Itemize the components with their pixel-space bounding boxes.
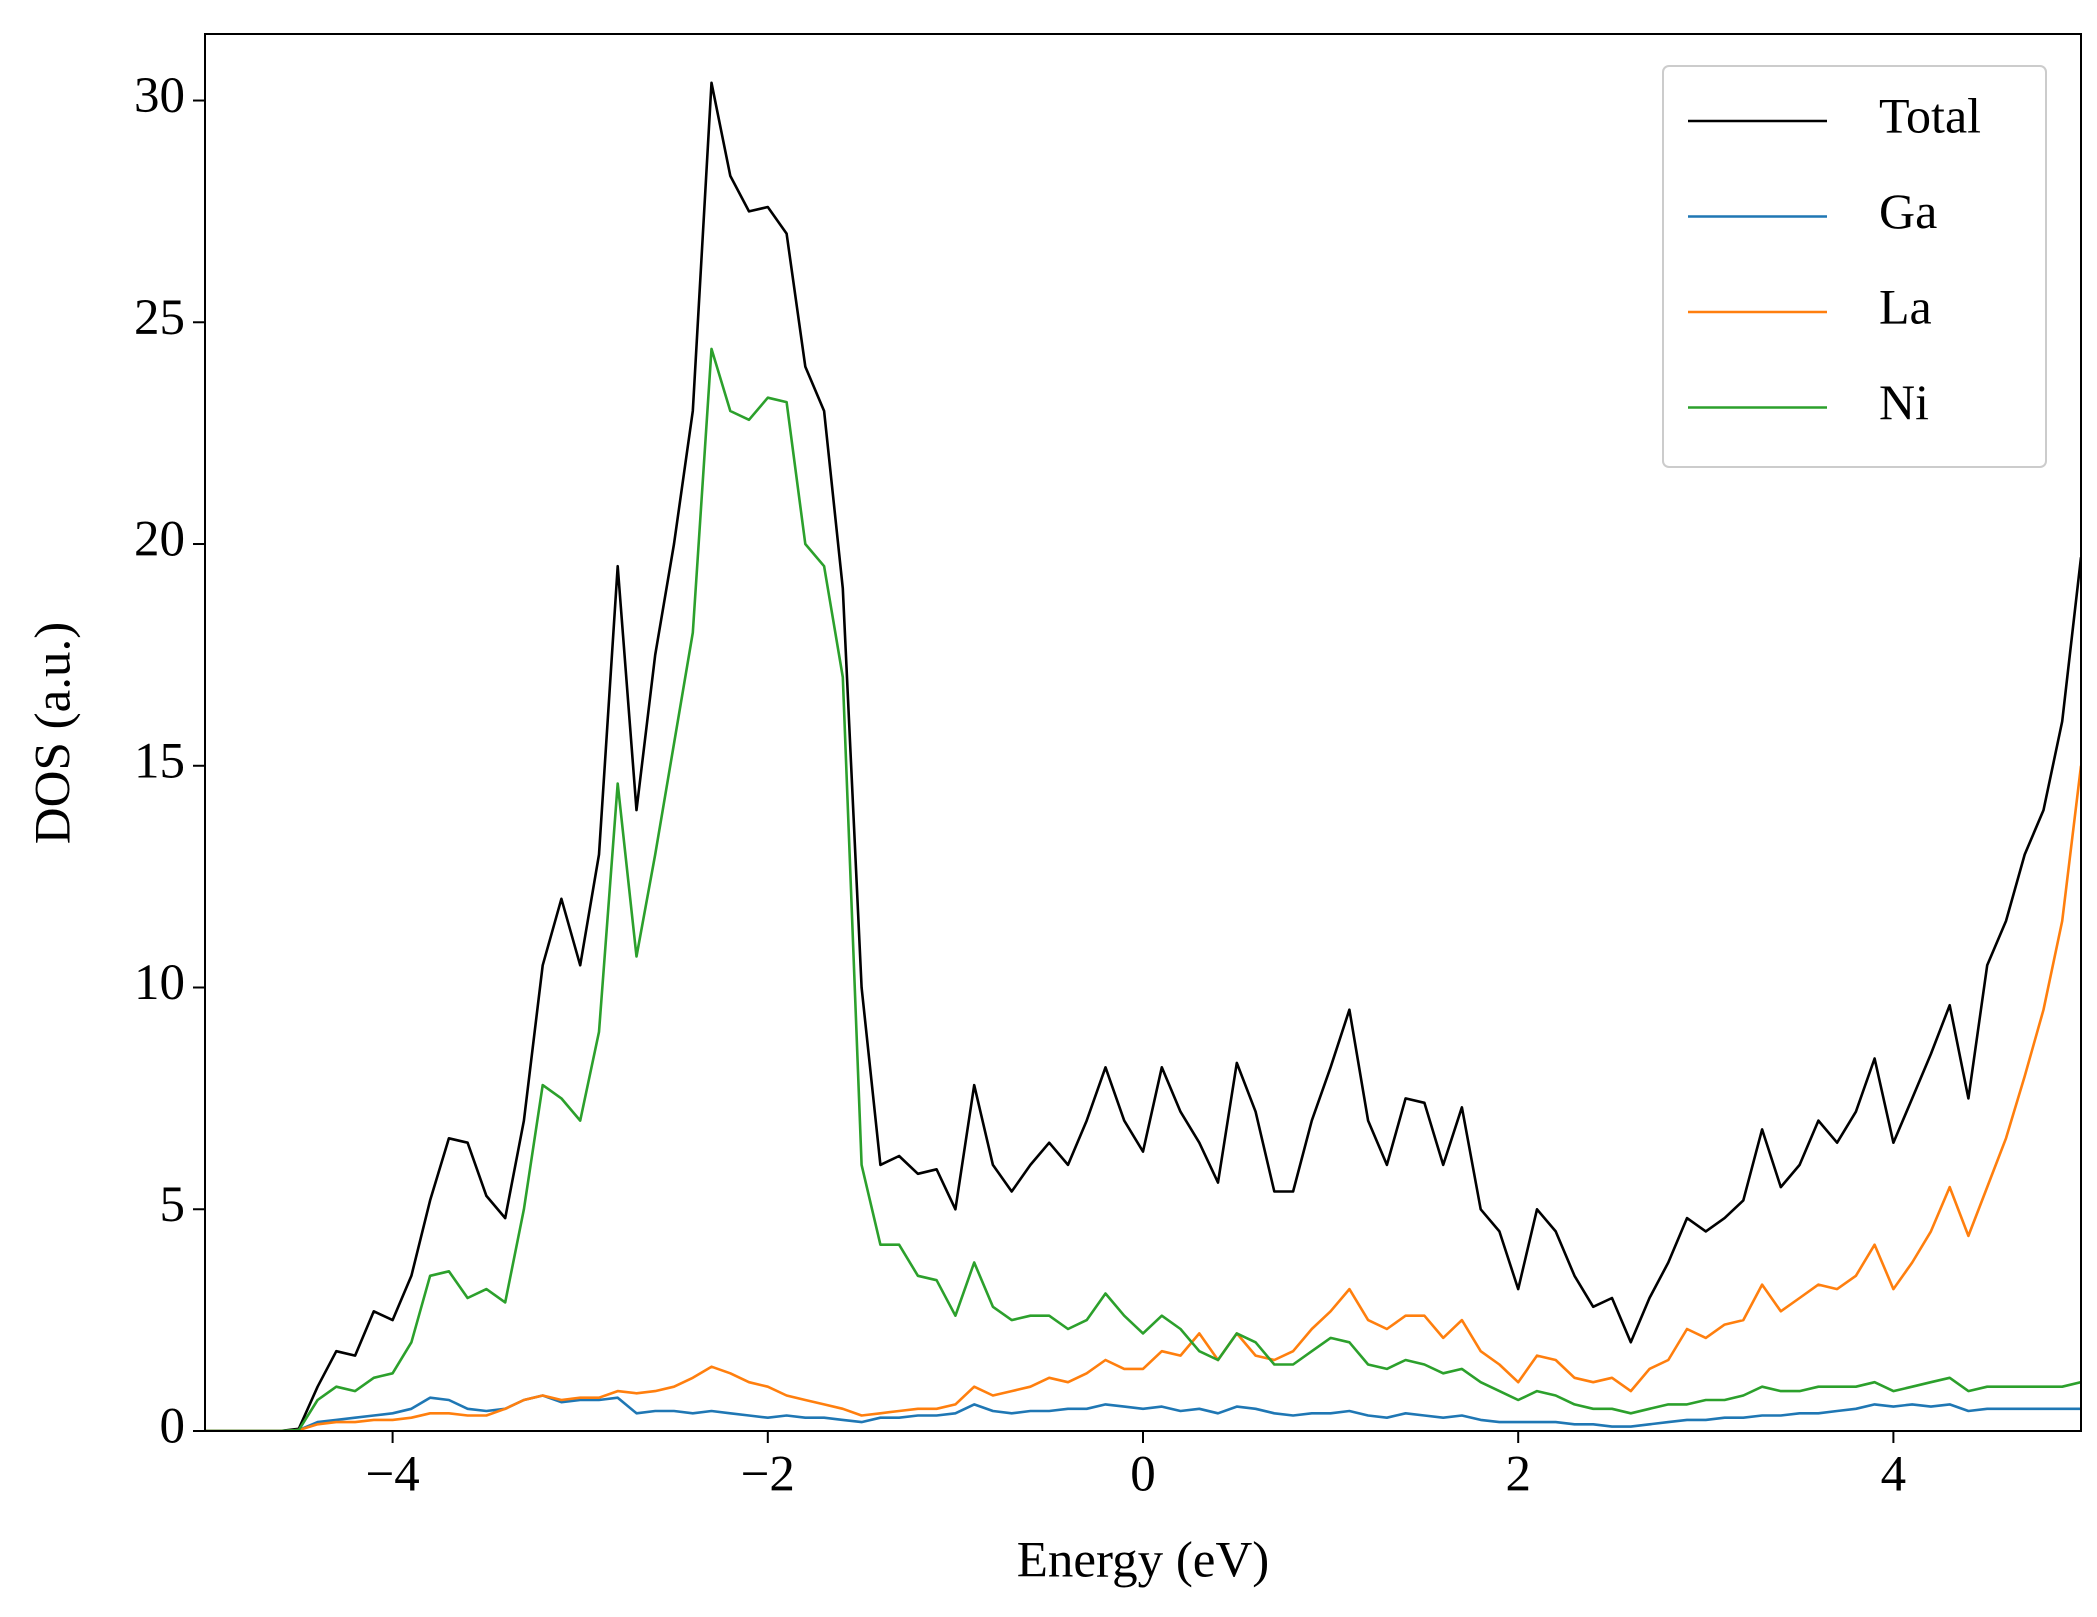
y-tick-label: 15 — [134, 733, 185, 789]
x-tick-label: 2 — [1505, 1447, 1531, 1503]
legend-label: La — [1879, 278, 1932, 334]
x-tick-label: −2 — [741, 1447, 795, 1503]
y-tick-label: 25 — [134, 290, 185, 346]
series-line — [205, 1394, 2081, 1431]
y-tick-label: 5 — [160, 1177, 186, 1233]
y-tick-label: 20 — [134, 512, 185, 568]
x-axis-label: Energy (eV) — [1017, 1533, 1270, 1589]
series-line — [205, 81, 2081, 1431]
y-tick-label: 10 — [134, 955, 185, 1011]
legend-label: Ga — [1879, 183, 1937, 239]
x-tick-label: 4 — [1881, 1447, 1907, 1503]
legend-box — [1662, 65, 2047, 468]
x-tick-label: −4 — [365, 1447, 419, 1503]
y-axis-label: DOS (a.u.) — [26, 622, 82, 844]
plot-frame — [204, 33, 2082, 1432]
legend-label: Ni — [1879, 374, 1929, 430]
y-tick-label: 0 — [160, 1399, 186, 1455]
y-tick-label: 30 — [134, 68, 185, 124]
series-line — [205, 347, 2081, 1431]
x-tick-label: 0 — [1130, 1447, 1156, 1503]
series-line — [205, 765, 2081, 1431]
legend-label: Total — [1879, 87, 1981, 143]
